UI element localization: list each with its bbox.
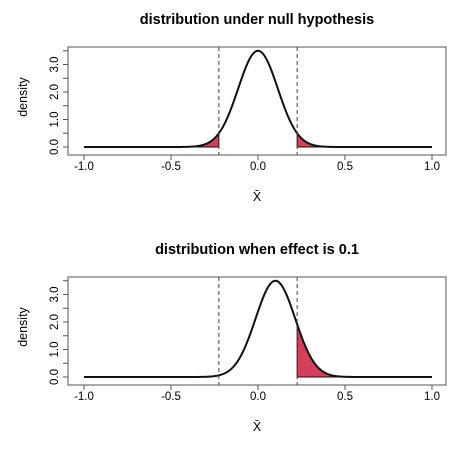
y-axis-label: density — [16, 76, 30, 116]
density-curve — [84, 279, 432, 378]
density-curve — [84, 49, 432, 148]
x-tick-label: 1.0 — [424, 391, 440, 403]
y-tick-label: 1.0 — [49, 112, 61, 128]
effect-distribution-panel: distribution when effect is 0.1 density … — [16, 242, 447, 434]
x-axis-label: X̄ — [253, 420, 262, 434]
x-tick-label: 0.0 — [250, 391, 266, 403]
y-tick-label: 0.0 — [49, 139, 61, 155]
plot-frame — [67, 46, 447, 156]
x-tick-label: -0.5 — [161, 391, 181, 403]
plot-frame — [67, 276, 447, 386]
x-tick-label: -1.0 — [74, 391, 94, 403]
y-tick-label: 1.0 — [49, 342, 61, 358]
y-tick-label: 2.0 — [49, 84, 61, 100]
x-tick-label: 1.0 — [424, 161, 440, 173]
x-axis-label: X̄ — [253, 190, 262, 204]
y-tick-label: 2.0 — [49, 314, 61, 330]
y-tick-label: 3.0 — [49, 57, 61, 73]
shaded-rejection-region — [296, 324, 432, 378]
y-tick-label: 0.0 — [49, 369, 61, 385]
chart-title: distribution when effect is 0.1 — [155, 242, 359, 258]
x-tick-label: -1.0 — [74, 161, 94, 173]
y-tick-label: 3.0 — [49, 287, 61, 303]
x-tick-label: 0.5 — [337, 161, 353, 173]
null-distribution-panel: distribution under null hypothesis densi… — [16, 12, 447, 204]
x-tick-label: 0.0 — [250, 161, 266, 173]
x-tick-label: 0.5 — [337, 391, 353, 403]
y-axis-label: density — [16, 306, 30, 346]
x-tick-label: -0.5 — [161, 161, 181, 173]
chart-title: distribution under null hypothesis — [140, 12, 374, 28]
